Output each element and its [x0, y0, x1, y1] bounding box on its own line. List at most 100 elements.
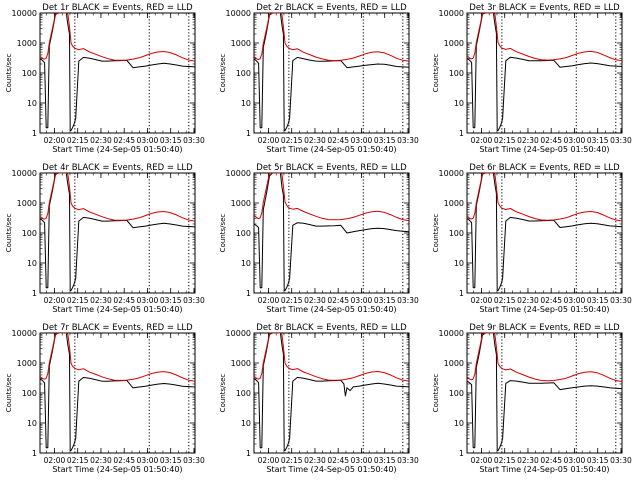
x-tick-label: 02:15	[281, 456, 303, 465]
events-series-line	[40, 13, 195, 132]
y-tick-label: 1000	[444, 359, 464, 368]
events-series-line	[467, 333, 622, 452]
y-tick-label: 10	[241, 259, 251, 268]
x-tick-label: 03:00	[564, 296, 586, 305]
x-tick-label: 02:30	[304, 136, 326, 145]
lld-series-line	[40, 333, 195, 382]
x-tick-label: 03:00	[137, 456, 159, 465]
x-tick-label: 03:30	[610, 456, 632, 465]
y-tick-label: 10000	[226, 9, 251, 18]
plot-data-area	[467, 13, 622, 133]
x-tick-label: 03:30	[610, 136, 632, 145]
x-tick-label: 02:30	[90, 456, 112, 465]
plot-data-area	[254, 173, 409, 293]
x-tick-label: 02:15	[67, 456, 89, 465]
chart-panel-7: Det 7r BLACK = Events, RED = LLD 1 10 100 10…	[5, 323, 205, 474]
x-tick-label: 02:00	[471, 296, 493, 305]
x-tick-label: 03:30	[183, 296, 205, 305]
x-tick-label: 02:30	[517, 136, 539, 145]
x-tick-label: 03:30	[183, 456, 205, 465]
chart-panel-3: Det 3r BLACK = Events, RED = LLD 1 10 100 10…	[432, 3, 632, 154]
plot-frame	[39, 332, 196, 454]
x-tick-label: 03:15	[374, 456, 396, 465]
y-tick-label: 1	[32, 129, 37, 138]
plot-frame	[253, 172, 410, 294]
x-tick-label: 02:45	[327, 136, 349, 145]
x-tick-label: 02:45	[113, 296, 135, 305]
x-axis-label: Start Time (24-Sep-05 01:50:40)	[266, 145, 396, 154]
plot-data-area	[467, 173, 622, 293]
x-tick-label: 03:30	[610, 296, 632, 305]
x-tick-label: 02:00	[258, 136, 280, 145]
lld-series-line	[254, 173, 409, 222]
x-tick-label: 02:30	[90, 136, 112, 145]
plot-frame	[253, 332, 410, 454]
y-tick-label: 10000	[226, 169, 251, 178]
y-axis-label: Counts/sec	[432, 54, 440, 93]
y-tick-label: 1000	[17, 199, 37, 208]
x-tick-label: 02:00	[44, 296, 66, 305]
x-tick-label: 03:00	[351, 136, 373, 145]
lld-series-line	[40, 13, 195, 62]
x-tick-label: 03:00	[137, 136, 159, 145]
y-tick-label: 1	[246, 289, 251, 298]
x-tick-label: 02:15	[67, 296, 89, 305]
y-tick-label: 100	[449, 229, 464, 238]
x-tick-label: 02:30	[90, 296, 112, 305]
x-tick-label: 03:30	[397, 456, 419, 465]
x-tick-label: 02:45	[540, 296, 562, 305]
y-tick-label: 10	[454, 99, 464, 108]
x-tick-label: 02:00	[44, 136, 66, 145]
chart-title: Det 3r BLACK = Events, RED = LLD	[469, 3, 620, 13]
plot-data-area	[467, 333, 622, 453]
x-tick-label: 02:00	[471, 456, 493, 465]
y-tick-label: 1	[246, 129, 251, 138]
x-tick-label: 03:30	[397, 136, 419, 145]
y-tick-label: 10	[454, 259, 464, 268]
y-tick-label: 10	[241, 99, 251, 108]
chart-title: Det 4r BLACK = Events, RED = LLD	[42, 163, 193, 173]
y-tick-label: 10	[241, 419, 251, 428]
lld-series-line	[467, 13, 622, 62]
x-tick-label: 02:30	[517, 296, 539, 305]
lld-series-line	[467, 173, 622, 222]
x-tick-label: 02:45	[540, 456, 562, 465]
y-tick-label: 100	[236, 69, 251, 78]
x-tick-label: 02:30	[304, 296, 326, 305]
y-axis-label: Counts/sec	[219, 214, 227, 253]
y-tick-label: 1	[32, 289, 37, 298]
x-tick-label: 03:00	[564, 456, 586, 465]
x-tick-label: 02:45	[327, 296, 349, 305]
x-tick-label: 02:45	[540, 136, 562, 145]
plot-frame	[39, 12, 196, 134]
y-tick-label: 10000	[439, 329, 464, 338]
x-axis-label: Start Time (24-Sep-05 01:50:40)	[479, 465, 609, 474]
x-axis-label: Start Time (24-Sep-05 01:50:40)	[266, 305, 396, 314]
chart-title: Det 7r BLACK = Events, RED = LLD	[42, 323, 193, 333]
plot-data-area	[40, 173, 195, 293]
x-tick-label: 02:00	[258, 296, 280, 305]
chart-panel-9: Det 9r BLACK = Events, RED = LLD 1 10 100 10…	[432, 323, 632, 474]
y-tick-label: 1	[459, 449, 464, 458]
lld-series-line	[254, 333, 409, 382]
x-tick-label: 03:00	[137, 296, 159, 305]
x-tick-label: 02:15	[281, 296, 303, 305]
y-tick-label: 1000	[231, 359, 251, 368]
y-axis-label: Counts/sec	[219, 54, 227, 93]
chart-title: Det 9r BLACK = Events, RED = LLD	[469, 323, 620, 333]
y-tick-label: 1000	[444, 199, 464, 208]
y-tick-label: 100	[236, 389, 251, 398]
events-series-line	[254, 13, 409, 132]
lld-series-line	[40, 173, 195, 222]
y-tick-label: 10	[27, 419, 37, 428]
y-tick-label: 10000	[12, 169, 37, 178]
chart-panel-6: Det 6r BLACK = Events, RED = LLD 1 10 100 10…	[432, 163, 632, 314]
x-tick-label: 02:00	[44, 456, 66, 465]
chart-title: Det 8r BLACK = Events, RED = LLD	[256, 323, 407, 333]
x-axis-label: Start Time (24-Sep-05 01:50:40)	[52, 305, 182, 314]
x-axis-label: Start Time (24-Sep-05 01:50:40)	[479, 305, 609, 314]
x-axis-label: Start Time (24-Sep-05 01:50:40)	[479, 145, 609, 154]
y-tick-label: 1	[32, 449, 37, 458]
y-tick-label: 1	[459, 129, 464, 138]
